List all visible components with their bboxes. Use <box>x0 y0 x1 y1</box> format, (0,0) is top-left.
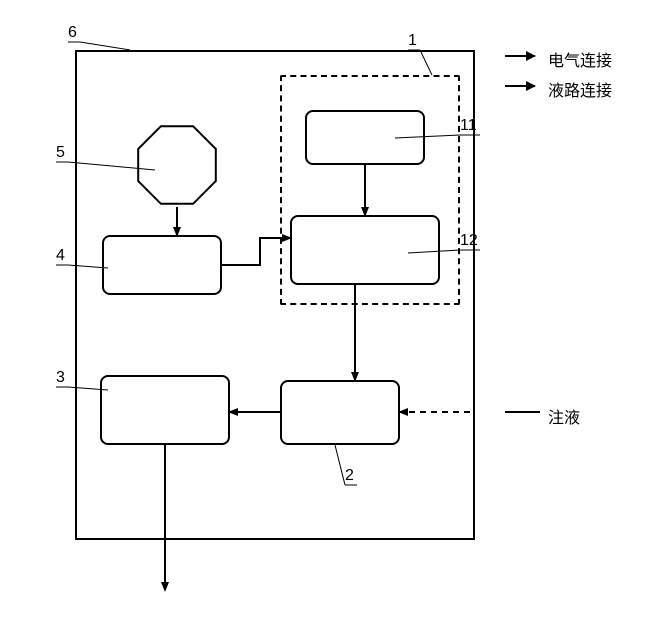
leader-11 <box>395 135 460 138</box>
leader-2 <box>335 445 345 485</box>
svg-layer <box>0 0 653 617</box>
leader-3 <box>68 387 108 390</box>
leader-1 <box>420 50 432 75</box>
arrow-4-to-12 <box>222 238 290 265</box>
leader-12 <box>408 250 460 253</box>
leader-4 <box>68 265 108 268</box>
octagon-block-5 <box>138 126 216 204</box>
leader-6 <box>80 42 130 50</box>
